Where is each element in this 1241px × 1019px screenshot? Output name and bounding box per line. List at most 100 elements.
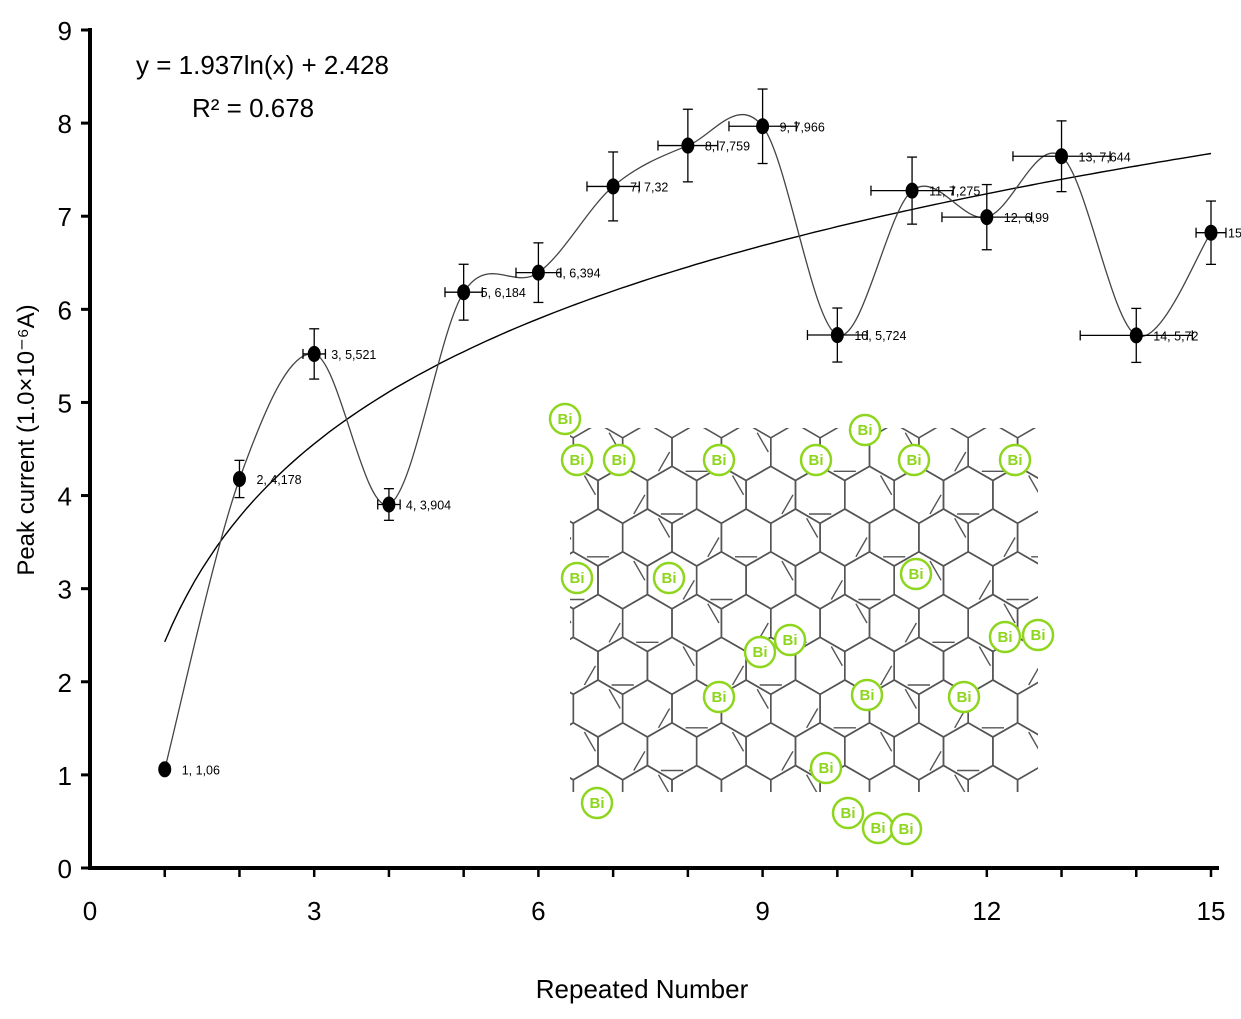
double-bond [1003,537,1016,558]
hexagon [597,550,649,610]
data-point [531,264,545,281]
y-tick-label: 2 [58,668,72,698]
data-label: 10, 5,724 [854,329,906,343]
hexagon [819,508,871,567]
double-bond [954,517,967,538]
bi-atom: Bi [831,796,865,830]
y-tick-label: 6 [58,295,72,325]
data-point [158,761,172,778]
hexagon [942,550,994,610]
hexagon [769,679,821,738]
double-bond [657,451,671,472]
double-bond [855,603,868,624]
double-bond [830,579,844,600]
hexagon [671,508,723,567]
data-label: 8, 7,759 [705,140,750,154]
bi-circle [850,678,884,712]
y-tick-label: 1 [58,761,72,791]
bi-atom: Bi [988,620,1022,654]
bi-atom: Bi [602,443,636,477]
double-bond [805,517,819,538]
hexagon [745,721,797,781]
hexagon [570,520,575,555]
bi-atom: Bi [861,811,895,845]
hexagon [572,593,624,653]
double-bond [1078,751,1089,770]
hexagon [1067,595,1116,652]
hexagon [819,593,871,653]
y-tick-label: 8 [58,109,72,139]
double-bond [855,537,868,558]
double-bond [954,451,967,472]
bi-atom: Bi [702,443,736,477]
data-point [606,178,620,195]
hexagon [918,508,970,567]
smooth-line-layer [164,113,1212,770]
hexagon [745,550,797,610]
hexagon [1016,596,1038,650]
hexagon [893,721,945,781]
y-tick-label: 0 [58,854,72,884]
y-axis-title: Peak current (1.0×10⁻⁶A) [13,304,40,575]
bi-label: Bi [858,422,873,439]
x-tick-label: 6 [531,896,545,926]
double-bond [583,665,597,686]
double-bond [707,603,720,624]
y-tick-label: 9 [58,16,72,46]
bi-circle [998,443,1032,477]
x-tick-label: 9 [755,896,769,926]
bi-atom: Bi [848,413,882,447]
hexagon [967,508,1019,567]
data-label: 1, 1,06 [182,763,220,777]
hexagon [646,636,698,696]
bi-circle [652,561,686,595]
data-label: 2, 4,178 [256,473,301,487]
hexagon [572,679,624,738]
bi-label: Bi [712,689,727,706]
hexagon [720,764,772,792]
chart-text: y = 1.937ln(x) + 2.428 R² = 0.678 Repeat… [13,50,749,1004]
bi-circle [831,796,865,830]
data-label: 5, 6,184 [481,286,526,300]
data-label: 6, 6,394 [555,267,600,281]
double-bond [756,432,769,453]
data-label: 11, 7,275 [929,185,980,199]
bi-circle [702,443,736,477]
hexagon [992,550,1038,610]
hexagon [769,508,821,567]
hexagon [1092,466,1141,523]
bi-atom: Bi [560,561,594,595]
y-tick-label: 4 [58,482,72,512]
double-bond [929,494,942,515]
hexagon [992,721,1038,781]
data-point-group: 10, 5,724 [806,307,907,363]
bi-atom: Bi [799,443,833,477]
bi-atom: Bi [773,623,807,657]
double-bond [781,750,794,771]
double-bond [608,622,621,643]
double-bond [1127,580,1138,599]
hexagon [671,764,723,792]
x-axis-title: Repeated Number [536,974,749,1004]
x-tick-label: 3 [307,896,321,926]
bi-atom: Bi [580,786,614,820]
data-point [1055,148,1069,165]
bi-circle [889,812,923,846]
hexagon [1067,509,1116,566]
double-bond [707,537,720,558]
hexagon [893,636,945,696]
bi-label: Bi [1031,627,1046,644]
data-point [756,118,770,135]
data-label: 15, 6,823 [1228,227,1241,241]
hexagon [942,465,994,525]
bi-label: Bi [998,629,1013,646]
hexagon [1016,510,1038,565]
data-point [681,137,695,154]
data-point [830,327,844,344]
hexagon [967,764,1019,792]
data-label: 3, 5,521 [331,348,376,362]
double-bond [830,646,844,667]
bi-atom: Bi [560,443,594,477]
hexagon [570,691,575,726]
data-point [382,496,396,513]
